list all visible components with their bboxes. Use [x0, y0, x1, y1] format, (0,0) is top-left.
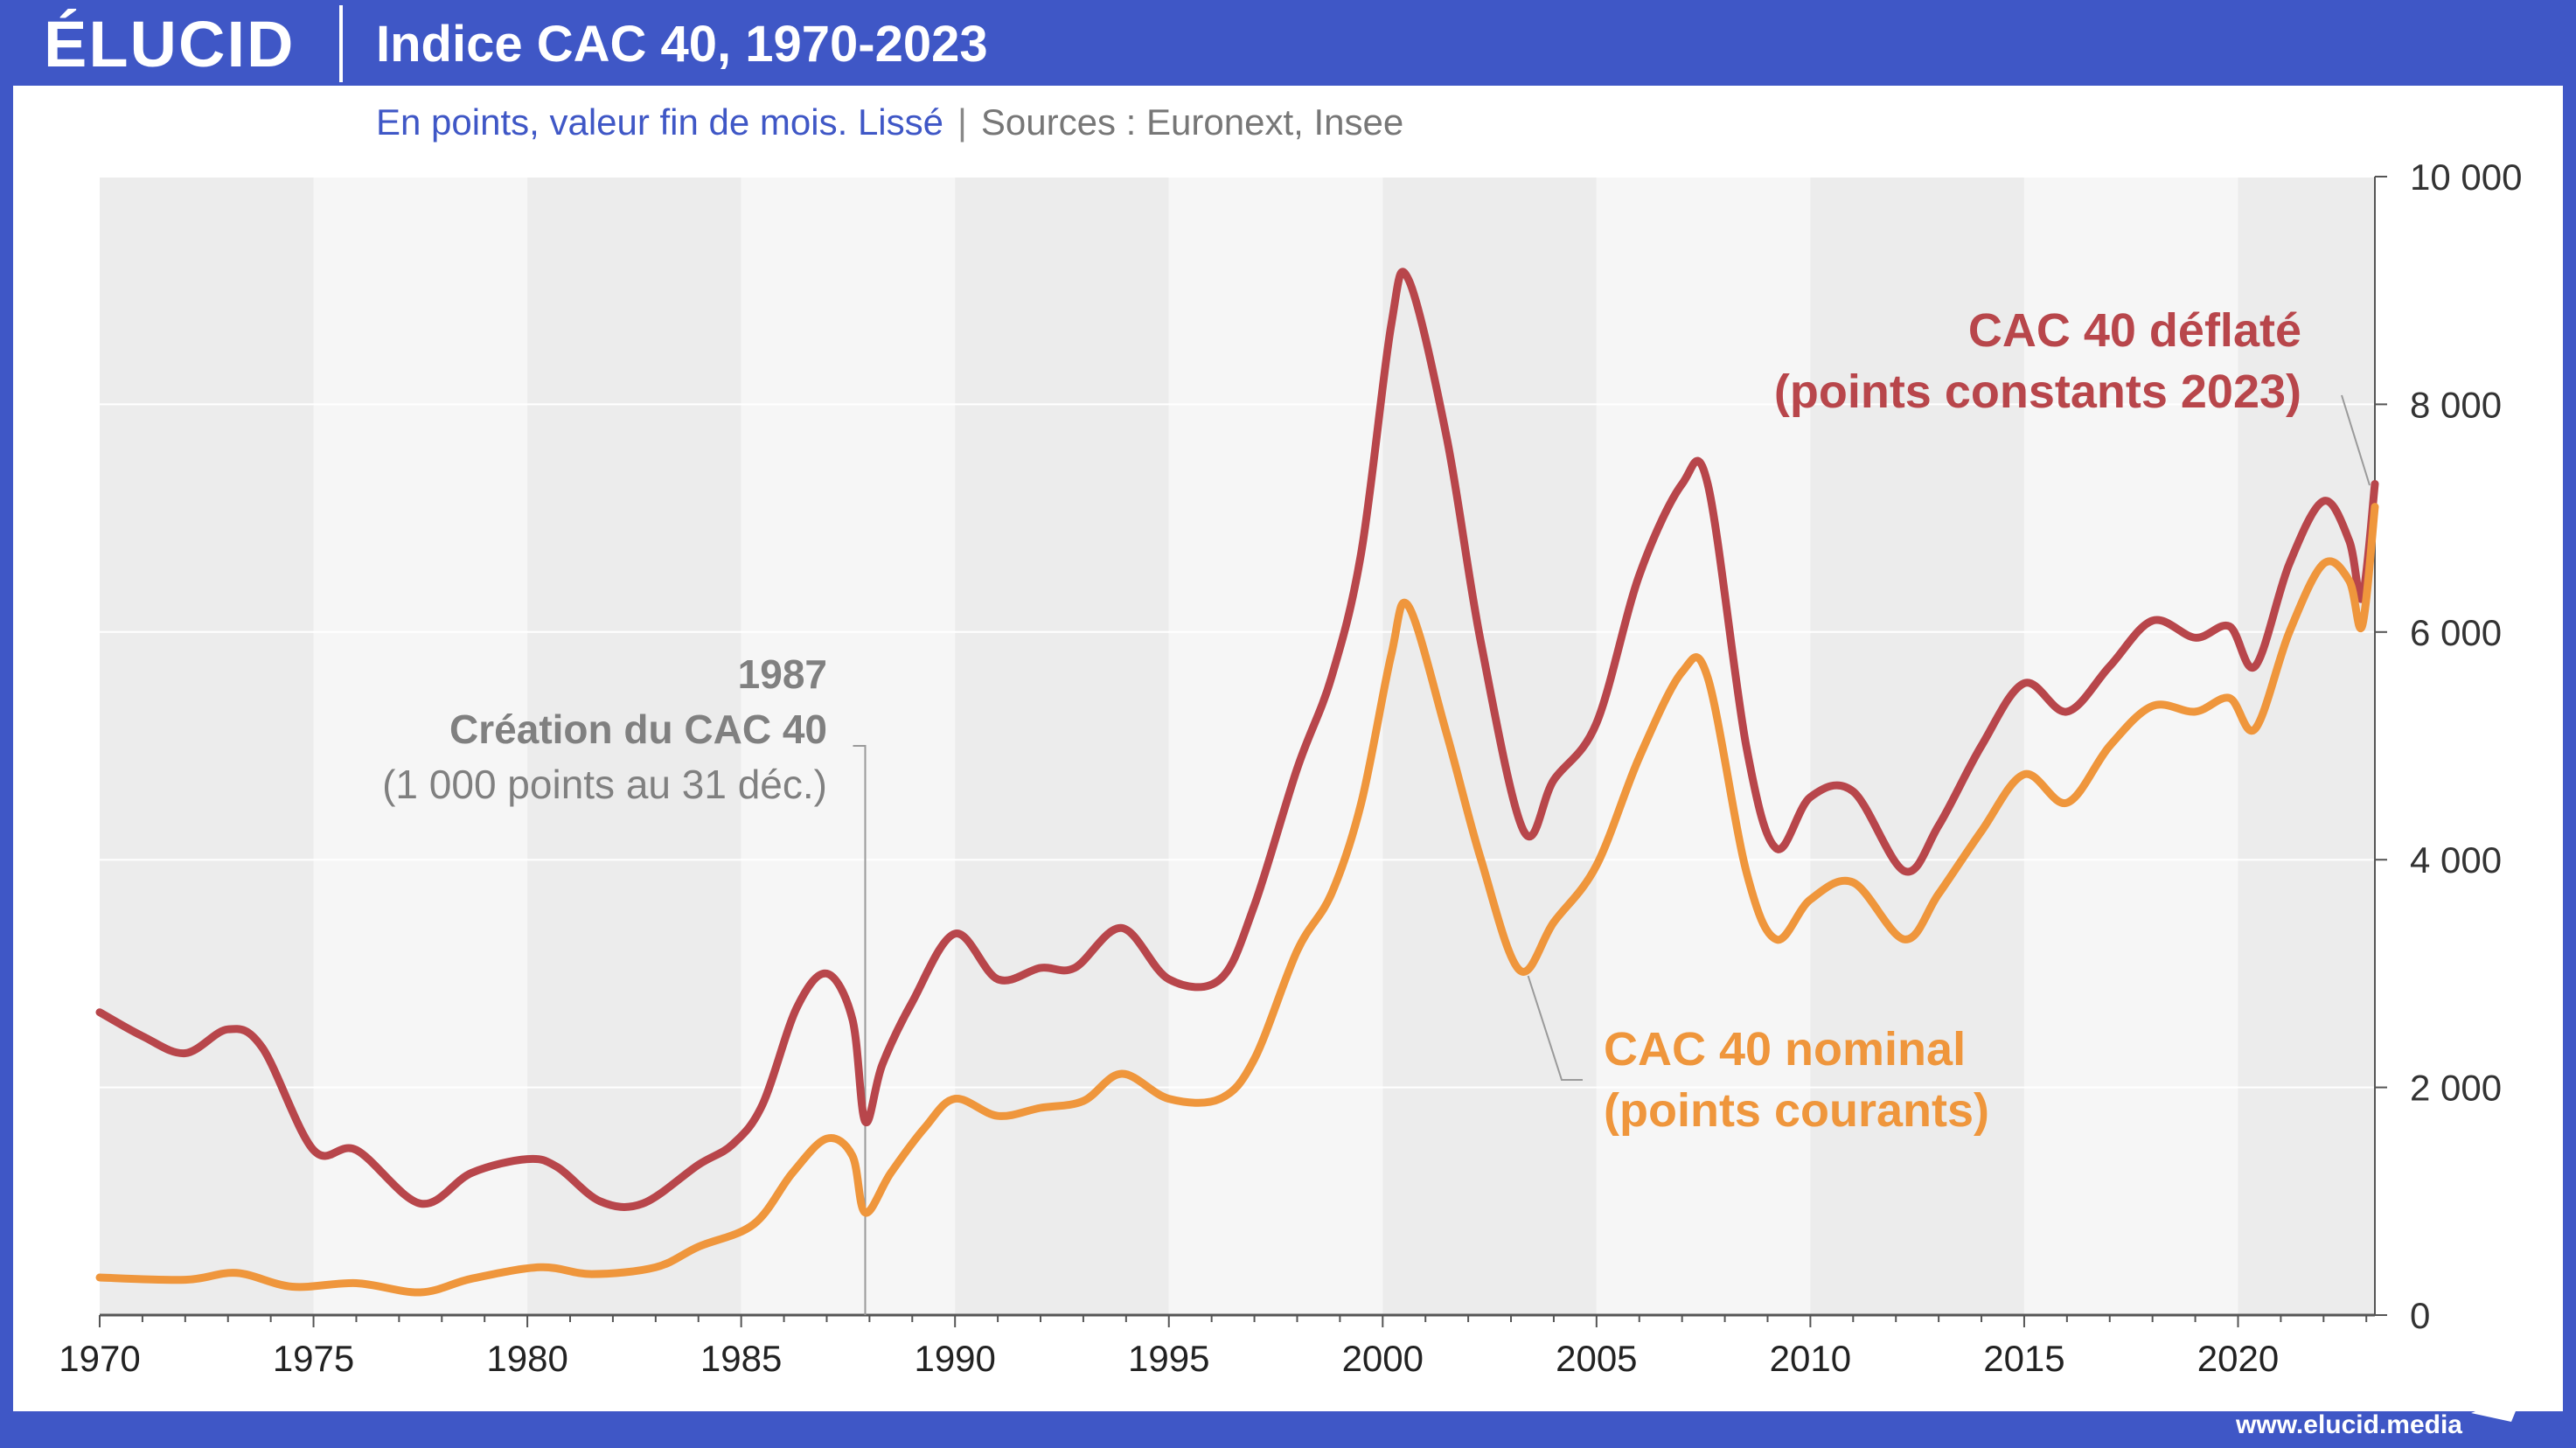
x-tick-label: 2005 — [1556, 1338, 1637, 1379]
x-tick-label: 2000 — [1342, 1338, 1424, 1379]
sources-text: Sources : Euronext, Insee — [980, 101, 1404, 143]
x-tick-label: 1970 — [59, 1338, 140, 1379]
chart: 0 2 000 4 000 6 000 8 000 10 000 1970 1975 1980 1… — [59, 157, 2522, 1379]
background-band — [1168, 177, 1383, 1315]
background-band — [741, 177, 956, 1315]
y-tick-label: 10 000 — [2410, 157, 2522, 198]
series-line-nominal — [95, 503, 2379, 1297]
x-tick-label: 1980 — [486, 1338, 567, 1379]
logo-divider — [339, 5, 343, 82]
background-band — [527, 177, 741, 1315]
series-line-deflated — [95, 268, 2379, 1211]
nominal-series-sublabel: (points courants) — [1604, 1084, 1989, 1137]
background-band — [313, 177, 528, 1315]
page-title: Indice CAC 40, 1970-2023 — [376, 16, 988, 73]
background-band — [1382, 177, 1597, 1315]
y-tick-label: 2 000 — [2410, 1068, 2502, 1109]
x-tick-label: 1985 — [700, 1338, 782, 1379]
y-tick-label: 8 000 — [2410, 384, 2502, 425]
brand-logo[interactable]: ÉLUCID — [44, 8, 296, 80]
y-tick-label: 0 — [2410, 1295, 2430, 1336]
nominal-leader-line — [1527, 975, 1583, 1081]
creation-label: Création du CAC 40 — [449, 707, 827, 752]
subtitle-separator: | — [957, 101, 967, 143]
x-tick-label: 1975 — [273, 1338, 354, 1379]
creation-note: (1 000 points au 31 déc.) — [382, 762, 827, 807]
background-band — [2023, 177, 2238, 1315]
deflated-series-label: CAC 40 déflaté — [1968, 304, 2301, 357]
footer-url[interactable]: www.elucid.media — [2236, 1410, 2462, 1439]
creation-year-label: 1987 — [738, 651, 827, 697]
x-tick-label: 1990 — [914, 1338, 995, 1379]
nominal-series-label: CAC 40 nominal — [1604, 1023, 1966, 1076]
arrow-icon — [2471, 1392, 2524, 1422]
x-tick-label: 2010 — [1770, 1338, 1851, 1379]
background-band — [1596, 177, 1811, 1315]
deflated-series-sublabel: (points constants 2023) — [1774, 365, 2301, 418]
background-band — [2238, 177, 2375, 1315]
y-tick-label: 6 000 — [2410, 612, 2502, 653]
background-band — [955, 177, 1169, 1315]
background-band — [1810, 177, 2024, 1315]
subtitle: En points, valeur fin de mois. Lissé | Sou… — [376, 96, 1403, 149]
header-bar: ÉLUCID Indice CAC 40, 1970-2023 — [0, 0, 2576, 86]
background-band — [100, 177, 314, 1315]
deflated-leader-line — [2341, 394, 2371, 486]
x-tick-label: 2015 — [1983, 1338, 2064, 1379]
x-tick-label: 2020 — [2197, 1338, 2279, 1379]
x-tick-label: 1995 — [1128, 1338, 1209, 1379]
subtitle-text: En points, valeur fin de mois. Lissé — [376, 101, 943, 143]
y-tick-label: 4 000 — [2410, 839, 2502, 881]
